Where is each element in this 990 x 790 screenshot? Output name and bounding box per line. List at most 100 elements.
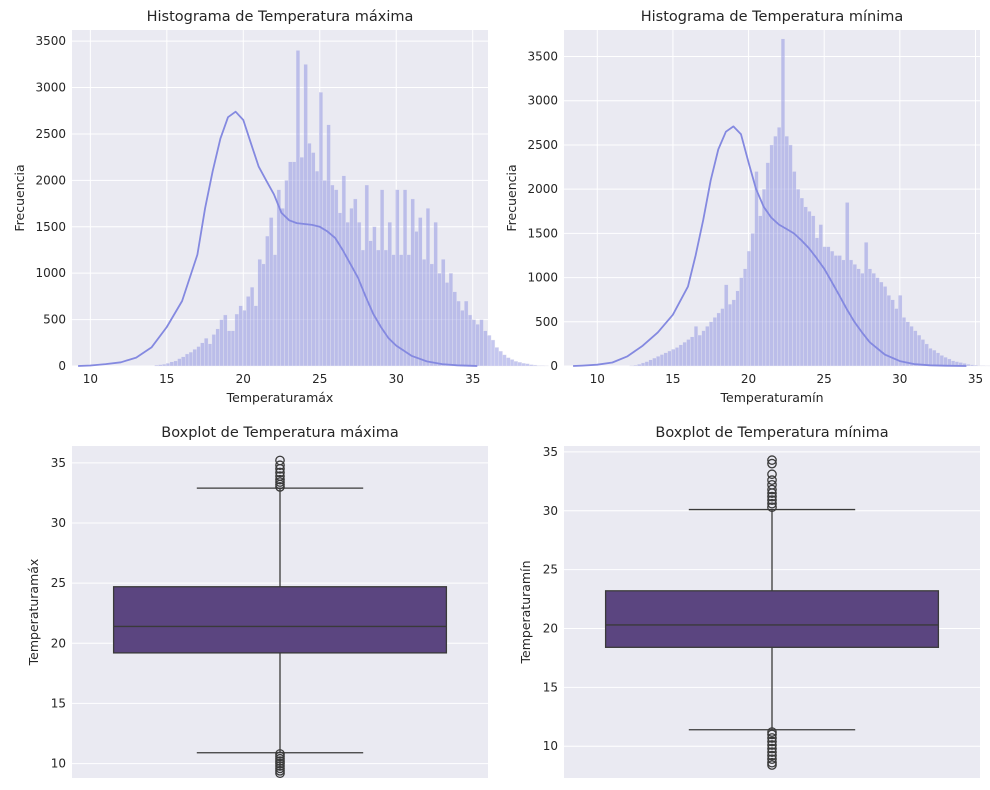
- outlier-point: [275, 467, 285, 478]
- histogram-bar: [448, 273, 453, 367]
- histogram-bar: [932, 349, 937, 367]
- histogram-bar: [693, 326, 699, 367]
- histogram-bar: [425, 208, 431, 367]
- histogram-bar: [506, 357, 511, 367]
- histogram-bar: [337, 212, 343, 367]
- outlier-point: [767, 743, 777, 754]
- histogram-bar: [913, 330, 918, 367]
- box-iqr: [112, 586, 448, 654]
- x-axis-label: Temperaturamín: [720, 390, 824, 405]
- histogram-bar: [395, 189, 400, 367]
- histogram-bar: [777, 127, 782, 367]
- histogram-bar: [341, 175, 346, 367]
- histogram-bar: [532, 364, 538, 367]
- histogram-bar: [295, 50, 301, 367]
- histogram-bar: [675, 347, 680, 367]
- histogram-bar: [502, 354, 507, 367]
- y-tick-label: 1000: [527, 271, 558, 285]
- outlier-point: [767, 733, 777, 743]
- histogram-bar: [856, 268, 861, 367]
- histogram-bar: [656, 356, 661, 367]
- histogram-bar: [181, 356, 186, 367]
- outlier-point: [275, 471, 285, 481]
- histogram-bar: [773, 135, 778, 367]
- histogram-bar: [284, 180, 289, 367]
- histogram-bar: [238, 305, 243, 367]
- histogram-bar: [230, 330, 236, 367]
- y-tick-label: 2500: [527, 138, 558, 152]
- histogram-bar: [928, 348, 933, 367]
- histogram-bar: [818, 224, 823, 367]
- y-tick-label: 10: [543, 739, 558, 753]
- outlier-point: [767, 502, 777, 513]
- histogram-bar: [173, 360, 178, 367]
- histogram-bar: [845, 202, 850, 367]
- histogram-bar: [826, 246, 831, 367]
- y-tick-label: 0: [550, 359, 558, 373]
- histogram-bar: [633, 364, 638, 367]
- histogram-bar: [345, 221, 350, 367]
- outlier-point: [767, 740, 777, 750]
- histogram-bar: [165, 363, 171, 367]
- histogram-bar: [852, 264, 857, 367]
- histogram-bar: [460, 310, 465, 367]
- histogram-bar: [315, 170, 320, 367]
- x-axis-label: Temperaturamáx: [226, 390, 334, 405]
- y-tick-label: 15: [51, 696, 66, 710]
- histogram-bar: [487, 335, 492, 367]
- histogram-bar: [250, 286, 255, 367]
- histogram-bar: [253, 305, 258, 367]
- histogram-bar: [807, 211, 812, 367]
- histogram-bar: [525, 363, 530, 367]
- y-tick-label: 20: [543, 621, 558, 635]
- chart-1: 0 500 1000 1500 2000 2500 3000 3500 10 15 20 25 30 35…: [12, 9, 549, 405]
- histogram-bar: [188, 351, 193, 367]
- chart-3: 10 15 20 25 30 35 Boxplot de Temperatura máxim…: [26, 425, 488, 779]
- histogram-bars: [629, 38, 990, 367]
- histogram-bar: [177, 358, 182, 367]
- histogram-bar: [731, 299, 736, 367]
- histogram-bar: [739, 277, 744, 367]
- histogram-bar: [376, 249, 381, 367]
- x-tick-label: 15: [159, 372, 174, 386]
- outliers: [275, 455, 285, 779]
- outlier-point: [767, 491, 777, 502]
- histogram-bar: [215, 328, 220, 367]
- histogram-bar: [769, 144, 774, 367]
- outlier-point: [767, 458, 777, 469]
- histogram-bar: [441, 259, 446, 367]
- histogram-bar: [269, 217, 274, 367]
- histogram-bar: [648, 359, 653, 367]
- histogram-bar: [811, 215, 816, 367]
- histogram-bar: [272, 254, 278, 367]
- histogram-bar: [905, 321, 910, 367]
- chart-title: Histograma de Temperatura máxima: [147, 9, 414, 25]
- histogram-bar: [158, 364, 163, 367]
- outlier-point: [275, 474, 285, 485]
- outlier-point: [767, 747, 777, 757]
- histogram-bar: [169, 361, 174, 367]
- outlier-point: [767, 475, 777, 485]
- histogram-bar: [200, 342, 205, 367]
- outlier-point: [275, 749, 285, 759]
- histogram-bar: [640, 362, 646, 367]
- histogram-bar: [422, 259, 427, 367]
- outlier-point: [767, 754, 777, 765]
- chart-title: Boxplot de Temperatura máxima: [161, 425, 398, 441]
- x-tick-label: 30: [389, 372, 404, 386]
- histogram-bar: [750, 233, 755, 367]
- histogram-bar: [678, 344, 683, 367]
- outlier-point: [767, 469, 777, 480]
- y-axis-label: Frecuencia: [12, 164, 27, 231]
- x-tick-label: 15: [665, 372, 680, 386]
- histogram-bar: [939, 355, 944, 367]
- histogram-bar: [529, 364, 534, 367]
- histogram-bar: [652, 357, 657, 367]
- histogram-bar: [418, 217, 423, 367]
- histogram-bar: [924, 343, 929, 367]
- histogram-bar: [192, 349, 197, 367]
- y-tick-label: 35: [543, 445, 558, 459]
- histogram-bar: [765, 162, 770, 367]
- y-tick-label: 3500: [527, 50, 558, 64]
- histogram-bar: [433, 221, 438, 367]
